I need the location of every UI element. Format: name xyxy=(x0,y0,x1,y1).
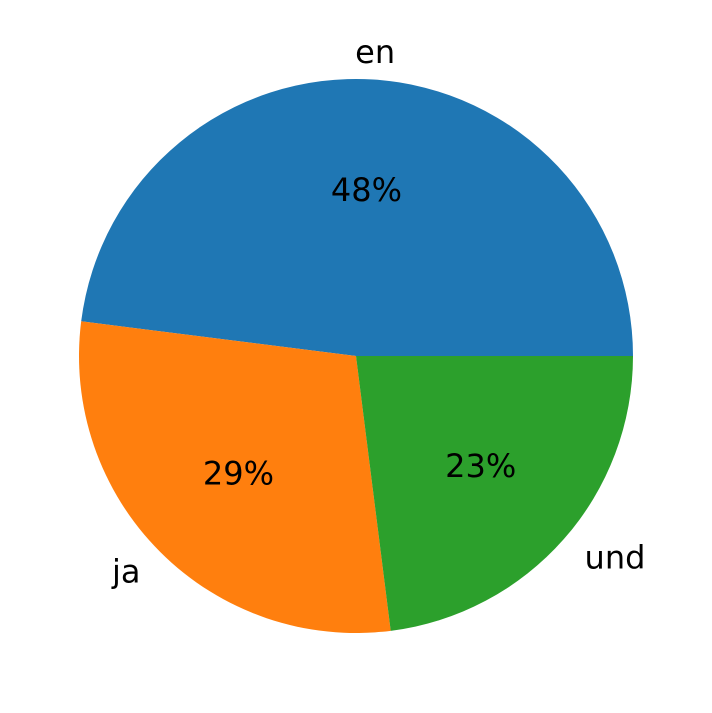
pie-slice-und xyxy=(356,356,633,631)
slice-label-en: en xyxy=(355,33,395,71)
slice-percent-ja: 29% xyxy=(203,455,274,493)
slice-label-ja: ja xyxy=(111,552,141,590)
slice-percent-und: 23% xyxy=(445,447,516,485)
pie-slice-en xyxy=(81,79,634,356)
slice-percent-en: 48% xyxy=(331,171,402,209)
slice-label-und: und xyxy=(585,539,646,577)
pie-labels: en 48% ja 29% und 23% xyxy=(111,33,645,591)
pie-slice-ja xyxy=(79,321,391,633)
pie-slices xyxy=(79,79,634,633)
